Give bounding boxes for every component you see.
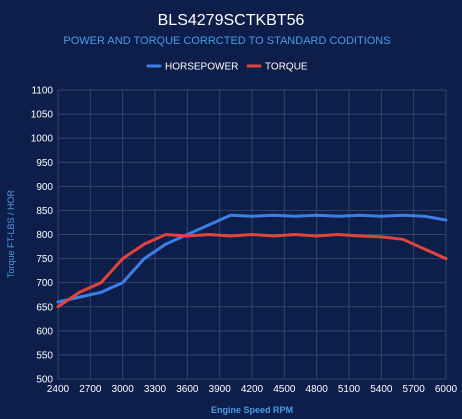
x-tick-label: 5100	[338, 384, 361, 395]
x-tick-label: 3600	[176, 384, 199, 395]
x-tick-label: 3900	[209, 384, 232, 395]
legend-label-torque: TORQUE	[265, 62, 308, 73]
x-tick-label: 5400	[370, 384, 393, 395]
chart-title: BLS4279SCTKBT56	[158, 12, 305, 29]
y-tick-label: 1000	[31, 134, 54, 145]
x-tick-label: 4200	[241, 384, 264, 395]
y-tick-label: 600	[36, 326, 53, 337]
y-tick-label: 500	[36, 375, 53, 386]
x-tick-label: 3000	[112, 384, 135, 395]
series-line-torque	[56, 233, 448, 309]
y-axis-label: Torque FT-LBS / HOR	[6, 189, 16, 278]
legend: HORSEPOWER TORQUE	[146, 62, 308, 73]
y-tick-label: 950	[36, 158, 53, 169]
y-tick-label: 700	[36, 278, 53, 289]
y-tick-label: 900	[36, 182, 53, 193]
y-tick-label: 850	[36, 206, 53, 217]
axis-ticks: 500 550 600 650 700 750 800 850 900 950 1000 1050 11…	[31, 86, 458, 396]
y-tick-label: 650	[36, 302, 53, 313]
series-lines	[56, 213, 448, 309]
y-tick-label: 1100	[31, 86, 53, 97]
x-tick-label: 3300	[144, 384, 167, 395]
y-tick-label: 750	[36, 254, 53, 265]
legend-label-horsepower: HORSEPOWER	[165, 62, 238, 73]
x-tick-label: 2700	[79, 384, 102, 395]
x-tick-label: 4500	[273, 384, 296, 395]
series-line-horsepower	[56, 213, 448, 304]
x-tick-label: 4800	[306, 384, 329, 395]
y-tick-label: 550	[36, 350, 53, 361]
y-tick-label: 1050	[31, 110, 54, 121]
chart-subtitle: POWER AND TORQUE CORRCTED TO STANDARD CO…	[63, 35, 390, 47]
x-tick-label: 6000	[435, 384, 458, 395]
x-tick-label: 5700	[403, 384, 426, 395]
y-tick-label: 800	[36, 230, 53, 241]
x-tick-label: 2400	[47, 384, 70, 395]
x-axis-label: Engine Speed RPM	[211, 405, 293, 415]
